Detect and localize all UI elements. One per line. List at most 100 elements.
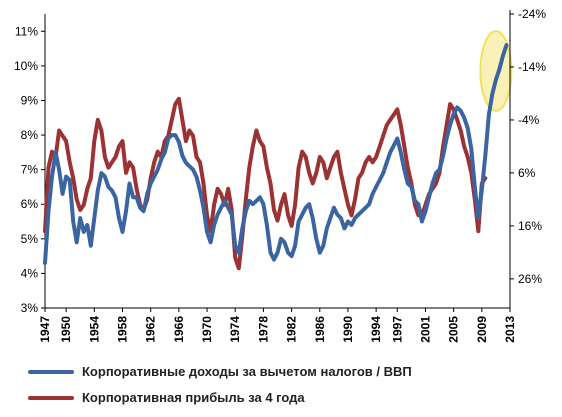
series-point-after-tax-profits-gdp <box>125 210 127 212</box>
series-point-after-tax-profits-gdp <box>333 207 335 209</box>
series-point-after-tax-profits-gdp <box>231 214 233 216</box>
series-point-after-tax-profits-gdp <box>460 110 462 112</box>
series-point-after-tax-profits-gdp <box>174 134 176 136</box>
series-point-after-tax-profits-gdp <box>319 252 321 254</box>
series-point-after-tax-profits-gdp <box>188 165 190 167</box>
series-point-after-tax-profits-gdp <box>143 210 145 212</box>
series-point-after-tax-profits-gdp <box>453 113 455 115</box>
series-point-after-tax-profits-gdp <box>456 106 458 108</box>
series-point-4yr-profit <box>79 209 81 211</box>
series-point-4yr-profit <box>234 257 236 259</box>
series-point-after-tax-profits-gdp <box>181 155 183 157</box>
series-point-after-tax-profits-gdp <box>505 44 508 46</box>
series-point-4yr-profit <box>463 145 465 147</box>
series-point-4yr-profit <box>280 204 282 206</box>
y-right-tick-label: 6% <box>518 166 536 180</box>
series-point-4yr-profit <box>199 161 201 163</box>
series-point-after-tax-profits-gdp <box>90 245 92 247</box>
series-point-4yr-profit <box>298 167 300 169</box>
series-point-after-tax-profits-gdp <box>220 207 222 209</box>
series-point-after-tax-profits-gdp <box>481 189 483 191</box>
series-point-after-tax-profits-gdp <box>136 196 138 198</box>
series-point-after-tax-profits-gdp <box>403 169 405 171</box>
series-point-after-tax-profits-gdp <box>347 220 349 223</box>
series-point-after-tax-profits-gdp <box>294 245 296 247</box>
y-left-tick-label: 10% <box>14 59 38 73</box>
series-point-after-tax-profits-gdp <box>365 207 367 209</box>
series-point-after-tax-profits-gdp <box>199 189 201 191</box>
series-point-after-tax-profits-gdp <box>276 252 279 254</box>
series-point-after-tax-profits-gdp <box>171 134 173 136</box>
series-point-after-tax-profits-gdp <box>195 176 198 178</box>
series-point-after-tax-profits-gdp <box>389 151 391 153</box>
legend-swatch-1 <box>28 369 74 374</box>
series-point-4yr-profit <box>361 172 363 174</box>
series-point-4yr-profit <box>400 124 402 126</box>
series-point-after-tax-profits-gdp <box>210 241 212 243</box>
series-point-4yr-profit <box>65 140 67 142</box>
x-tick-label: 1962 <box>144 316 158 343</box>
series-point-after-tax-profits-gdp <box>315 238 317 240</box>
series-point-after-tax-profits-gdp <box>375 186 377 188</box>
series-point-4yr-profit <box>294 204 296 206</box>
series-point-after-tax-profits-gdp <box>157 169 159 171</box>
series-point-after-tax-profits-gdp <box>185 162 187 164</box>
x-tick-label: 1997 <box>390 316 404 343</box>
y-left-tick-label: 6% <box>21 197 39 211</box>
series-point-after-tax-profits-gdp <box>396 137 398 140</box>
series-point-after-tax-profits-gdp <box>114 196 117 198</box>
series-line-4yr-profit <box>43 96 488 271</box>
series-point-after-tax-profits-gdp <box>245 210 247 212</box>
x-tick-label: 1994 <box>369 316 383 343</box>
series-point-4yr-profit <box>90 177 92 179</box>
legend-swatch-2 <box>28 395 74 400</box>
series-point-after-tax-profits-gdp <box>86 224 88 226</box>
series-point-4yr-profit <box>202 182 205 185</box>
series-point-after-tax-profits-gdp <box>79 217 81 219</box>
series-point-after-tax-profits-gdp <box>343 227 345 229</box>
series-point-after-tax-profits-gdp <box>266 224 268 226</box>
series-point-after-tax-profits-gdp <box>262 203 264 205</box>
x-tick-label: 2001 <box>418 316 432 343</box>
series-point-after-tax-profits-gdp <box>400 151 402 153</box>
series-point-after-tax-profits-gdp <box>227 207 229 209</box>
y-right-tick-label: -24% <box>518 7 546 21</box>
series-point-after-tax-profits-gdp <box>354 217 356 219</box>
series-point-after-tax-profits-gdp <box>291 255 293 257</box>
series-point-4yr-profit <box>350 214 353 216</box>
series-point-after-tax-profits-gdp <box>407 182 409 185</box>
series-point-after-tax-profits-gdp <box>435 172 437 174</box>
series-point-4yr-profit <box>164 140 166 142</box>
series-point-after-tax-profits-gdp <box>438 169 441 171</box>
series-point-4yr-profit <box>329 167 331 169</box>
series-point-after-tax-profits-gdp <box>340 217 342 219</box>
y-left-tick-label: 5% <box>21 232 39 246</box>
series-point-4yr-profit <box>111 161 113 163</box>
x-tick-label: 2009 <box>475 316 489 343</box>
series-point-4yr-profit <box>291 225 293 227</box>
y-left-tick-label: 8% <box>21 128 39 142</box>
series-point-4yr-profit <box>308 172 310 174</box>
series-point-4yr-profit <box>357 177 360 179</box>
series-point-after-tax-profits-gdp <box>192 169 194 171</box>
series-point-after-tax-profits-gdp <box>431 182 434 185</box>
series-point-4yr-profit <box>407 167 409 169</box>
series-point-4yr-profit <box>93 140 95 142</box>
y-right-tick-label: 16% <box>518 219 542 233</box>
series-point-4yr-profit <box>47 167 50 169</box>
series-point-4yr-profit <box>128 161 131 163</box>
series-point-after-tax-profits-gdp <box>477 217 479 219</box>
series-point-4yr-profit <box>195 156 198 158</box>
series-point-4yr-profit <box>410 182 412 185</box>
series-point-4yr-profit <box>347 204 349 206</box>
series-point-4yr-profit <box>259 140 261 142</box>
series-point-4yr-profit <box>206 214 208 216</box>
series-point-after-tax-profits-gdp <box>111 189 113 191</box>
series-point-after-tax-profits-gdp <box>213 224 215 226</box>
series-point-4yr-profit <box>118 145 120 147</box>
series-point-after-tax-profits-gdp <box>224 200 226 202</box>
series-point-after-tax-profits-gdp <box>484 155 486 157</box>
series-point-after-tax-profits-gdp <box>498 68 500 70</box>
series-point-after-tax-profits-gdp <box>372 193 374 195</box>
